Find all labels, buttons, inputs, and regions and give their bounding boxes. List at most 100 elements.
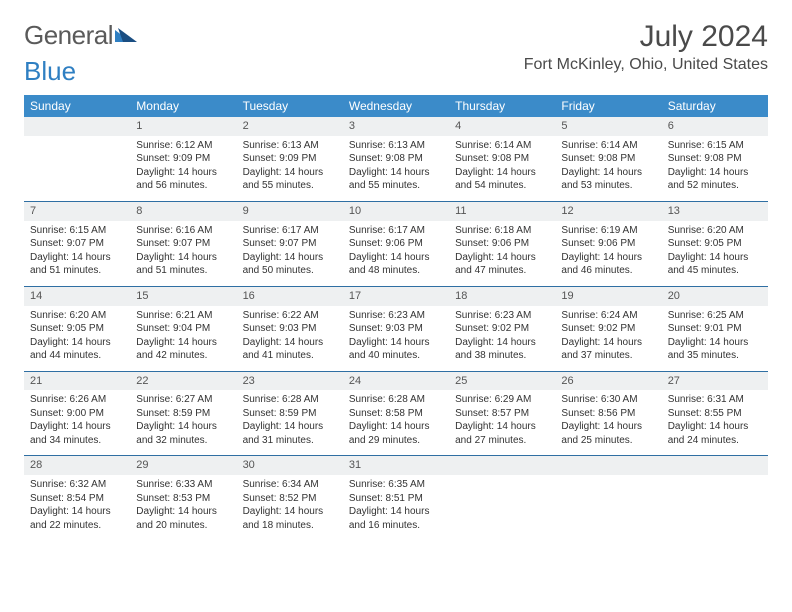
sunrise-text: Sunrise: 6:32 AM [30,478,124,492]
sunrise-text: Sunrise: 6:28 AM [243,393,337,407]
daylight-text-2: and 27 minutes. [455,434,549,448]
daylight-text-2: and 35 minutes. [668,349,762,363]
sunset-text: Sunset: 9:05 PM [30,322,124,336]
daylight-text-2: and 48 minutes. [349,264,443,278]
sunrise-text: Sunrise: 6:19 AM [561,224,655,238]
sunset-text: Sunset: 8:59 PM [136,407,230,421]
sunset-text: Sunset: 9:07 PM [136,237,230,251]
sunset-text: Sunset: 8:58 PM [349,407,443,421]
daylight-text-2: and 40 minutes. [349,349,443,363]
sunset-text: Sunset: 9:08 PM [455,152,549,166]
day-number-cell: 11 [449,201,555,220]
sunrise-text: Sunrise: 6:14 AM [455,139,549,153]
daylight-text-1: Daylight: 14 hours [668,420,762,434]
daylight-text-2: and 38 minutes. [455,349,549,363]
daylight-text-2: and 25 minutes. [561,434,655,448]
day-info-cell: Sunrise: 6:28 AMSunset: 8:59 PMDaylight:… [237,390,343,456]
sunset-text: Sunset: 9:02 PM [455,322,549,336]
day-info-cell: Sunrise: 6:21 AMSunset: 9:04 PMDaylight:… [130,306,236,372]
sunset-text: Sunset: 9:06 PM [349,237,443,251]
daylight-text-1: Daylight: 14 hours [243,251,337,265]
sunset-text: Sunset: 8:51 PM [349,492,443,506]
day-info-cell: Sunrise: 6:16 AMSunset: 9:07 PMDaylight:… [130,221,236,287]
day-info-cell: Sunrise: 6:12 AMSunset: 9:09 PMDaylight:… [130,136,236,202]
daylight-text-1: Daylight: 14 hours [30,336,124,350]
daylight-text-2: and 41 minutes. [243,349,337,363]
daylight-text-1: Daylight: 14 hours [30,505,124,519]
location-text: Fort McKinley, Ohio, United States [524,56,768,74]
calendar-table: SundayMondayTuesdayWednesdayThursdayFrid… [24,95,768,540]
sunset-text: Sunset: 9:02 PM [561,322,655,336]
daylight-text-1: Daylight: 14 hours [243,420,337,434]
daylight-text-1: Daylight: 14 hours [136,336,230,350]
daylight-text-1: Daylight: 14 hours [349,166,443,180]
day-info-cell: Sunrise: 6:23 AMSunset: 9:02 PMDaylight:… [449,306,555,372]
day-number-cell: 4 [449,117,555,136]
day-info-row: Sunrise: 6:32 AMSunset: 8:54 PMDaylight:… [24,475,768,540]
daylight-text-1: Daylight: 14 hours [455,166,549,180]
daylight-text-2: and 22 minutes. [30,519,124,533]
sunset-text: Sunset: 9:01 PM [668,322,762,336]
sunrise-text: Sunrise: 6:14 AM [561,139,655,153]
weekday-header: Wednesday [343,95,449,117]
day-number-row: 21222324252627 [24,371,768,390]
day-number-cell [449,456,555,475]
day-number-cell: 29 [130,456,236,475]
day-number-row: 78910111213 [24,201,768,220]
sunrise-text: Sunrise: 6:17 AM [243,224,337,238]
day-number-cell: 6 [662,117,768,136]
daylight-text-2: and 31 minutes. [243,434,337,448]
sunset-text: Sunset: 9:00 PM [30,407,124,421]
daylight-text-1: Daylight: 14 hours [455,420,549,434]
day-info-cell: Sunrise: 6:14 AMSunset: 9:08 PMDaylight:… [555,136,661,202]
day-number-row: 28293031 [24,456,768,475]
sunrise-text: Sunrise: 6:15 AM [30,224,124,238]
sunrise-text: Sunrise: 6:12 AM [136,139,230,153]
day-number-row: 14151617181920 [24,286,768,305]
daylight-text-1: Daylight: 14 hours [30,251,124,265]
day-number-cell: 20 [662,286,768,305]
weekday-header: Monday [130,95,236,117]
daylight-text-2: and 47 minutes. [455,264,549,278]
daylight-text-1: Daylight: 14 hours [455,251,549,265]
day-info-row: Sunrise: 6:26 AMSunset: 9:00 PM Daylight:… [24,390,768,456]
day-number-cell: 3 [343,117,449,136]
sunrise-text: Sunrise: 6:22 AM [243,309,337,323]
daylight-text-1: Daylight: 14 hours [136,166,230,180]
daylight-text-2: and 34 minutes. [30,434,124,448]
sunrise-text: Sunrise: 6:26 AM [30,393,124,407]
daylight-text-1: Daylight: 14 hours [561,336,655,350]
sunrise-text: Sunrise: 6:15 AM [668,139,762,153]
daylight-text-1: Daylight: 14 hours [243,505,337,519]
sunrise-text: Sunrise: 6:35 AM [349,478,443,492]
sunrise-text: Sunrise: 6:17 AM [349,224,443,238]
day-number-cell: 30 [237,456,343,475]
sunset-text: Sunset: 8:55 PM [668,407,762,421]
day-info-cell [449,475,555,540]
day-number-cell: 15 [130,286,236,305]
sunrise-text: Sunrise: 6:18 AM [455,224,549,238]
day-info-cell: Sunrise: 6:14 AMSunset: 9:08 PMDaylight:… [449,136,555,202]
weekday-header: Sunday [24,95,130,117]
day-number-cell: 13 [662,201,768,220]
weekday-header: Thursday [449,95,555,117]
sunrise-text: Sunrise: 6:23 AM [455,309,549,323]
day-number-cell: 23 [237,371,343,390]
day-number-cell: 22 [130,371,236,390]
sunrise-text: Sunrise: 6:30 AM [561,393,655,407]
sunset-text: Sunset: 9:08 PM [349,152,443,166]
sunrise-text: Sunrise: 6:13 AM [243,139,337,153]
daylight-text-2: and 24 minutes. [668,434,762,448]
sunset-text: Sunset: 9:05 PM [668,237,762,251]
sunrise-text: Sunrise: 6:13 AM [349,139,443,153]
sunrise-text: Sunrise: 6:34 AM [243,478,337,492]
daylight-text-1: Daylight: 14 hours [243,166,337,180]
daylight-text-1: Daylight: 14 hours [136,251,230,265]
day-info-cell: Sunrise: 6:27 AMSunset: 8:59 PMDaylight:… [130,390,236,456]
day-info-cell: Sunrise: 6:30 AMSunset: 8:56 PMDaylight:… [555,390,661,456]
day-info-row: Sunrise: 6:20 AMSunset: 9:05 PMDaylight:… [24,306,768,372]
sunset-text: Sunset: 8:53 PM [136,492,230,506]
sunrise-text: Sunrise: 6:31 AM [668,393,762,407]
day-info-cell: Sunrise: 6:15 AMSunset: 9:07 PMDaylight:… [24,221,130,287]
daylight-text-2: and 20 minutes. [136,519,230,533]
